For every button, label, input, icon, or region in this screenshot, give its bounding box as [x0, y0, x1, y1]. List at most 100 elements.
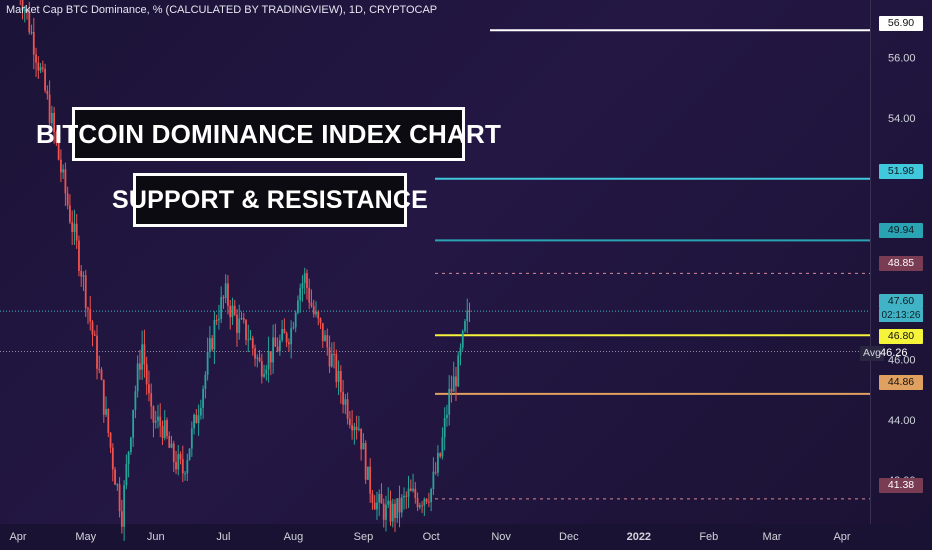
candle-body — [238, 318, 241, 333]
candle-body — [100, 369, 103, 380]
candle-body — [188, 448, 191, 460]
candle-body — [346, 399, 349, 419]
candle-body — [367, 466, 369, 480]
candle-body — [360, 428, 363, 450]
candle-body — [389, 500, 392, 522]
candle-body — [211, 338, 214, 350]
candle-body — [258, 357, 261, 362]
candle-body — [251, 338, 254, 349]
candle-body — [328, 347, 331, 367]
candle-body — [80, 270, 83, 277]
candle-body — [403, 495, 405, 498]
candle-body — [369, 466, 372, 494]
x-tick-label: Nov — [491, 531, 511, 543]
y-tick-label: 56.00 — [888, 52, 916, 64]
candle-body — [416, 497, 419, 508]
candle-body — [21, 0, 24, 11]
x-tick-label: Oct — [423, 531, 440, 543]
candle-body — [136, 363, 139, 392]
price-label-top: 56.90 — [879, 16, 923, 31]
candle-body — [269, 351, 272, 363]
candle-body — [91, 321, 94, 335]
candle-body — [272, 337, 275, 363]
candle-body — [48, 94, 51, 124]
candle-body — [89, 309, 92, 322]
y-tick-label: 46.00 — [888, 354, 916, 366]
x-tick-label: Jul — [216, 531, 230, 543]
candle-body — [236, 314, 238, 333]
candle-body — [170, 443, 173, 448]
candle-body — [177, 454, 180, 470]
candle-body — [123, 485, 126, 527]
candle-body — [96, 335, 98, 369]
candle-body — [229, 305, 232, 318]
candle-body — [224, 283, 227, 299]
y-tick-label: 44.00 — [888, 415, 916, 427]
candle-body — [247, 339, 250, 341]
candle-body — [227, 283, 229, 306]
candle-body — [233, 305, 236, 315]
overlay-title-box: BITCOIN DOMINANCE INDEX CHART — [36, 107, 501, 161]
candle-body — [321, 322, 324, 342]
candle-body — [242, 318, 245, 320]
candle-body — [398, 498, 401, 513]
price-axis-divider — [870, 0, 871, 524]
candle-body — [425, 499, 428, 502]
candle-body — [129, 437, 132, 453]
candle-body — [120, 511, 123, 527]
candle-body — [308, 287, 311, 303]
candle-body — [362, 443, 365, 450]
price-label-resistance-3: 48.85 — [879, 256, 923, 271]
x-tick-label: Feb — [699, 531, 718, 543]
candle-body — [351, 424, 354, 431]
candle-body — [39, 67, 42, 71]
candle-body — [288, 342, 290, 345]
candle-body — [459, 347, 462, 356]
candle-body — [409, 488, 412, 491]
candle-body — [93, 334, 96, 336]
candle-body — [285, 333, 288, 343]
candle-body — [301, 282, 304, 289]
candle-body — [443, 417, 446, 438]
candle-body — [342, 391, 344, 405]
average-value: 46.26 — [880, 347, 908, 359]
candle-body — [396, 498, 399, 518]
candle-body — [281, 329, 284, 341]
candle-body — [55, 132, 58, 143]
x-axis-strip — [0, 524, 932, 550]
candle-body — [457, 355, 460, 387]
candle-body — [353, 426, 356, 431]
candle-body — [333, 353, 335, 355]
candle-body — [69, 205, 71, 223]
candle-body — [161, 426, 164, 439]
candle-body — [423, 499, 426, 506]
candle-body — [265, 369, 268, 375]
candle-body — [414, 488, 417, 498]
candle-body — [98, 368, 101, 370]
candle-body — [407, 488, 410, 497]
candle-body — [434, 471, 437, 473]
x-tick-label: May — [75, 531, 96, 543]
candle-body — [82, 275, 85, 277]
candle-body — [373, 502, 376, 510]
candle-body — [319, 318, 322, 323]
candle-body — [344, 399, 347, 405]
candle-body — [430, 488, 433, 503]
candle-body — [339, 371, 342, 392]
candle-body — [297, 300, 299, 313]
x-tick-label: Apr — [833, 531, 850, 543]
candle-body — [245, 319, 247, 340]
candle-body — [190, 428, 193, 449]
candle-body — [139, 363, 141, 370]
candle-body — [371, 493, 374, 503]
candle-body — [376, 502, 378, 510]
price-label-current: 47.60 — [879, 294, 923, 309]
candle-body — [159, 416, 162, 427]
candle-body — [143, 344, 146, 365]
candle-body — [464, 321, 466, 331]
candle-body — [310, 302, 313, 307]
candle-body — [283, 329, 286, 334]
candle-body — [32, 32, 35, 55]
candle-body — [249, 338, 252, 340]
